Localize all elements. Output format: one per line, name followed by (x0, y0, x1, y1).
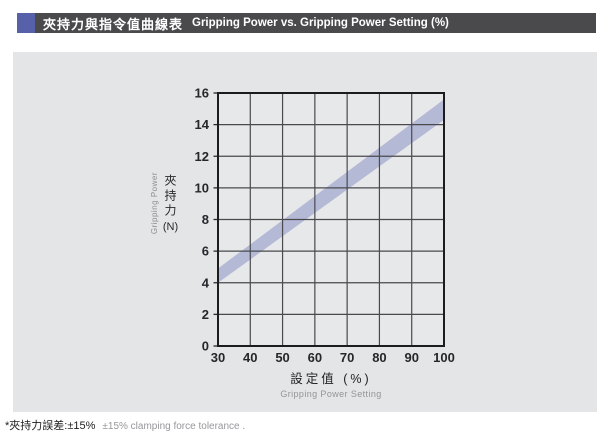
y-tick-label: 8 (202, 212, 209, 227)
y-tick-label: 12 (195, 149, 209, 164)
x-tick-label: 60 (308, 350, 322, 365)
footnote-zh: *夾持力誤差:±15% (5, 420, 96, 432)
y-tick-label: 6 (202, 244, 209, 259)
chart-panel: 0 2 4 6 8 10 12 14 16 30 40 50 60 70 80 90 100 Gripping … (13, 52, 597, 412)
header-accent-square (17, 13, 35, 33)
chart-canvas: 0 2 4 6 8 10 12 14 16 30 40 50 60 70 80 90 100 (195, 86, 455, 366)
y-tick-label: 10 (195, 180, 209, 195)
gripping-power-band (218, 99, 444, 283)
y-axis-unit: (N) (162, 220, 179, 233)
x-tick-label: 80 (372, 350, 386, 365)
x-tick-label: 40 (243, 350, 257, 365)
y-tick-label: 16 (195, 86, 209, 101)
section-header-bar: 夾持力與指令值曲線表 Gripping Power vs. Gripping P… (17, 13, 596, 33)
x-axis-label-group: 設定值 (%) Gripping Power Setting (218, 368, 444, 399)
y-tick-label: 2 (202, 307, 209, 322)
footnote: *夾持力誤差:±15% ±15% clamping force tolerance… (5, 416, 245, 434)
x-axis-label-zh: 設定值 (%) (290, 372, 372, 386)
x-axis-label-en: Gripping Power Setting (280, 389, 382, 399)
x-tick-label: 90 (404, 350, 418, 365)
y-axis-label-zh-column: 夾持力 (N) (162, 174, 179, 233)
x-tick-label: 70 (340, 350, 354, 365)
y-axis-label-zh: 夾持力 (163, 173, 177, 219)
y-tick-label: 0 (202, 339, 209, 354)
y-axis-label-group: Gripping Power 夾持力 (N) (150, 172, 179, 234)
x-tick-label: 50 (275, 350, 289, 365)
y-axis-label-en: Gripping Power (150, 172, 159, 235)
footnote-en: ±15% clamping force tolerance . (102, 421, 246, 432)
x-tick-label: 100 (433, 350, 455, 365)
y-tick-label: 14 (195, 117, 210, 132)
x-tick-label: 30 (211, 350, 225, 365)
y-tick-label: 4 (202, 275, 210, 290)
section-title-zh: 夾持力與指令值曲線表 (43, 16, 184, 32)
section-title-en: Gripping Power vs. Gripping Power Settin… (192, 17, 449, 29)
plot-border (217, 92, 445, 347)
